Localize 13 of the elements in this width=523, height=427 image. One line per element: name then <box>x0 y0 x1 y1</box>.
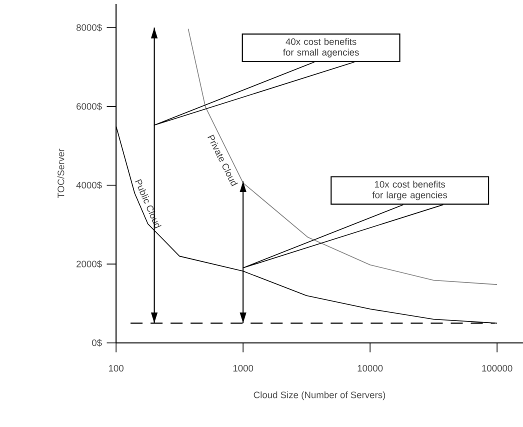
y-tick-label: 0$ <box>92 339 102 347</box>
x-axis-title: Cloud Size (Number of Servers) <box>254 391 386 400</box>
y-tick-label: 4000$ <box>76 182 102 190</box>
x-tick-label: 100000 <box>482 364 512 372</box>
y-tick-label: 6000$ <box>76 102 102 110</box>
x-tick-label: 10000 <box>358 364 383 372</box>
annotation: 40x cost benefits for small agencies <box>283 38 359 58</box>
x-tick-label: 100 <box>109 364 124 372</box>
y-axis-title: TOC/Server <box>57 148 64 198</box>
y-tick-label: 2000$ <box>76 260 102 268</box>
y-tick-label: 8000$ <box>76 24 102 32</box>
x-tick-label: 1000 <box>233 364 254 372</box>
annotation: 10x cost benefits for large agencies <box>372 180 448 200</box>
